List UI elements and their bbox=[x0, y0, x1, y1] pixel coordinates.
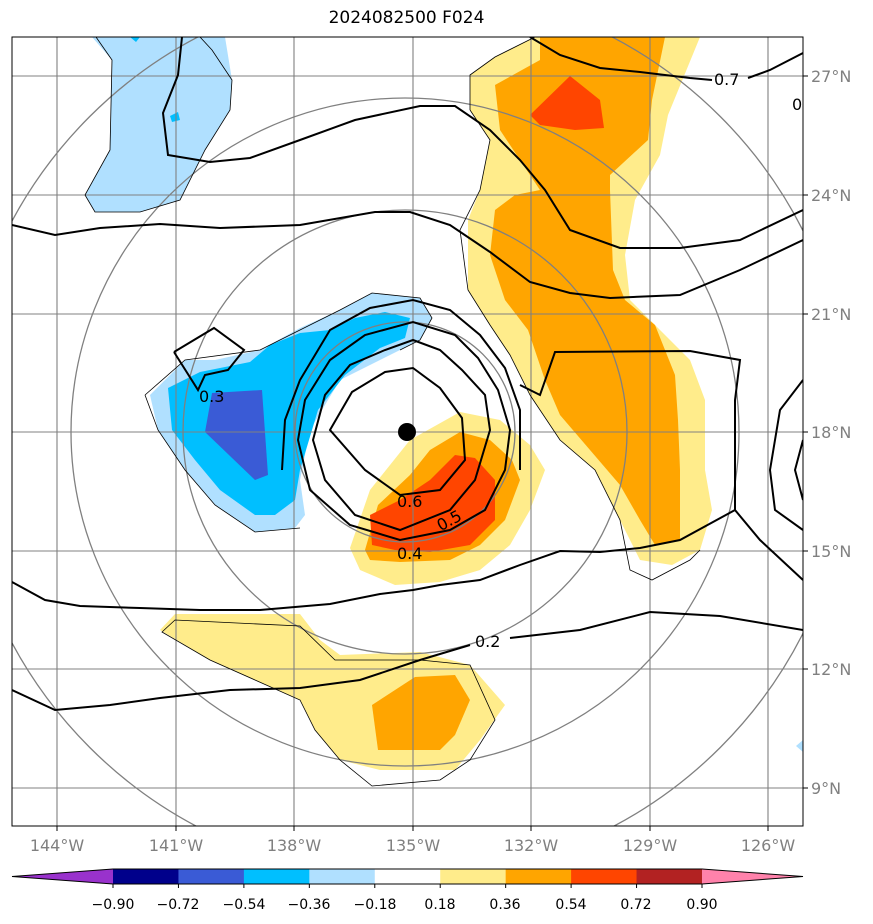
colorbar-segment bbox=[440, 869, 507, 884]
lon-label-141w: 141°W bbox=[149, 836, 204, 855]
colorbar-tick: −0.72 bbox=[157, 897, 200, 913]
negative-shading-west-core bbox=[205, 390, 268, 480]
colorbar-tick: −0.18 bbox=[354, 897, 397, 913]
contour-0-5-north bbox=[12, 211, 803, 300]
lon-label-126w: 126°W bbox=[741, 836, 796, 855]
negative-shading-west-mid bbox=[168, 312, 410, 515]
contour-0-4-east bbox=[519, 349, 803, 581]
contour-label-0-3: 0.3 bbox=[199, 387, 224, 406]
latitude-labels: 27°N 24°N 21°N 18°N 15°N 12°N 9°N bbox=[811, 67, 851, 798]
contour-label-0: 0 bbox=[792, 95, 802, 114]
contour-label-0-6: 0.6 bbox=[397, 492, 422, 511]
positive-shading-central-core bbox=[370, 455, 495, 552]
shaded-field bbox=[85, 37, 803, 770]
vortex-contour-2 bbox=[296, 320, 512, 542]
negative-shading-nw bbox=[85, 37, 232, 212]
colorbar-segment bbox=[505, 869, 572, 884]
contour-labels: 0.7 0 0.3 0.6 0.5 0.4 0.2 bbox=[199, 70, 802, 651]
thin-contours bbox=[84, 37, 701, 787]
colorbar-tick: 0.72 bbox=[620, 897, 651, 913]
negative-shading-edge-e bbox=[796, 740, 803, 752]
contour-east-small bbox=[768, 379, 803, 531]
colorbar-tick: 0.54 bbox=[555, 897, 586, 913]
colorbar-tick-labels: −0.90 −0.72 −0.54 −0.36 −0.18 0.18 0.36 … bbox=[92, 897, 718, 913]
bold-contours bbox=[12, 37, 803, 712]
contour-0-6-north bbox=[161, 37, 803, 249]
negative-shading-dot-1 bbox=[170, 112, 180, 122]
range-rings bbox=[12, 37, 803, 826]
lat-label-18n: 18°N bbox=[811, 423, 851, 442]
map-title: 2024082500 F024 bbox=[328, 8, 485, 28]
lat-label-21n: 21°N bbox=[811, 305, 851, 324]
colorbar-extend-high bbox=[702, 869, 803, 884]
colorbar-segment bbox=[178, 869, 245, 884]
contour-0-3-west bbox=[173, 326, 246, 393]
colorbar-tick: 0.18 bbox=[424, 897, 455, 913]
colorbar-segment bbox=[243, 869, 310, 884]
positive-shading-ne-core bbox=[530, 76, 604, 130]
lon-label-135w: 135°W bbox=[386, 836, 441, 855]
lat-label-27n: 27°N bbox=[811, 67, 851, 86]
lat-label-15n: 15°N bbox=[811, 542, 851, 561]
negative-shading-dot-2 bbox=[130, 37, 140, 42]
colorbar-segment bbox=[309, 869, 376, 884]
colorbar-tick: 0.36 bbox=[489, 897, 520, 913]
lat-label-12n: 12°N bbox=[811, 660, 851, 679]
contour-label-0-4: 0.4 bbox=[397, 544, 422, 563]
colorbar-segment bbox=[113, 869, 179, 884]
contour-label-0-2: 0.2 bbox=[475, 632, 500, 651]
longitude-labels: 144°W 141°W 138°W 135°W 132°W 129°W 126°… bbox=[30, 836, 796, 855]
vortex-contour-4 bbox=[328, 366, 467, 497]
lon-label-129w: 129°W bbox=[623, 836, 678, 855]
storm-center-marker bbox=[398, 423, 416, 441]
lon-label-138w: 138°W bbox=[267, 836, 322, 855]
colorbar-tick: −0.36 bbox=[288, 897, 331, 913]
colorbar-tick: −0.54 bbox=[223, 897, 266, 913]
colorbar bbox=[11, 868, 804, 888]
colorbar-extend-low bbox=[12, 869, 113, 884]
positive-shading-ne-mid bbox=[490, 37, 680, 545]
colorbar-segment bbox=[374, 869, 441, 884]
colorbar-tick: 0.90 bbox=[686, 897, 717, 913]
lat-label-9n: 9°N bbox=[811, 779, 841, 798]
contour-0-1-south bbox=[12, 610, 803, 712]
colorbar-segment bbox=[636, 869, 703, 884]
colorbar-tick: −0.90 bbox=[92, 897, 135, 913]
lon-label-144w: 144°W bbox=[30, 836, 85, 855]
contour-0-2-south bbox=[12, 509, 736, 611]
lon-label-132w: 132°W bbox=[504, 836, 559, 855]
lat-label-24n: 24°N bbox=[811, 186, 851, 205]
colorbar-segment bbox=[571, 869, 638, 884]
contour-0-7 bbox=[529, 37, 803, 81]
vortex-contour-1 bbox=[281, 298, 521, 471]
vortex-contour-3 bbox=[311, 338, 492, 532]
positive-shading-south-core bbox=[372, 675, 470, 750]
contour-label-0-7: 0.7 bbox=[714, 70, 739, 89]
